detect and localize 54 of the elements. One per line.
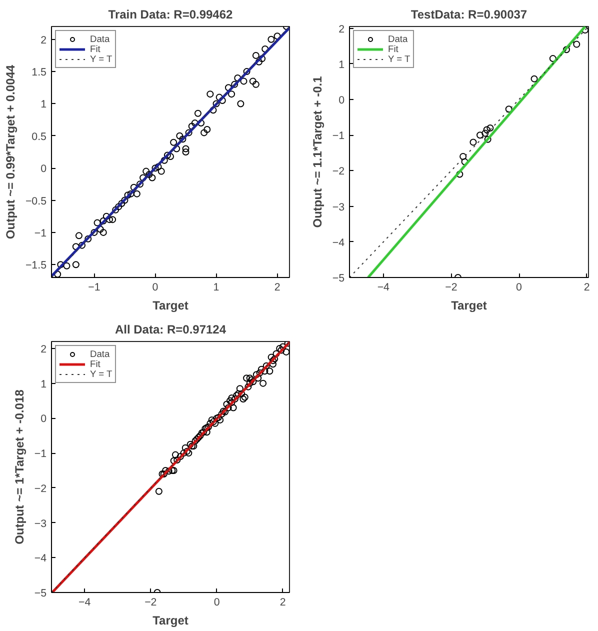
legend-label: Y = T [90, 54, 112, 64]
y-tick-label: 1 [338, 58, 345, 71]
y-tick-label: −5 [332, 272, 345, 284]
legend-label: Fit [388, 44, 400, 54]
x-tick-label: −2 [144, 596, 157, 608]
y-tick-label: −2 [34, 482, 47, 495]
x-axis-title: Target [152, 298, 188, 312]
y-tick-label: 0 [338, 94, 345, 106]
y-axis-title: Output ~= 0.99*Target + 0.0044 [3, 64, 18, 240]
x-tick-label: 2 [274, 282, 280, 294]
x-tick-label: −4 [78, 596, 91, 608]
y-tick-label: −5 [34, 588, 47, 600]
x-tick-label: 0 [516, 282, 522, 294]
legend-label: Y = T [388, 54, 410, 64]
x-tick-label: −4 [377, 282, 390, 294]
y-tick-label: 1 [40, 378, 47, 390]
legend-label: Data [90, 34, 110, 44]
x-axis-title: Target [152, 614, 188, 628]
legend-label: Data [90, 349, 110, 359]
y-tick-label: 0 [40, 163, 47, 176]
y-tick-label: 1.5 [32, 66, 47, 79]
x-tick-label: −1 [88, 282, 100, 294]
x-tick-label: 2 [584, 282, 590, 294]
chart-title: Train Data: R=0.99462 [108, 8, 234, 22]
y-tick-label: −0.5 [25, 195, 47, 208]
x-tick-label: 1 [213, 282, 220, 294]
chart-title: All Data: R=0.97124 [114, 322, 226, 336]
y-tick-label: −1.5 [25, 260, 47, 272]
y-tick-label: −4 [34, 552, 47, 565]
y-tick-label: −3 [332, 201, 345, 214]
y-tick-label: −1 [34, 448, 47, 460]
legend-label: Data [388, 34, 408, 44]
y-tick-label: 0 [40, 413, 47, 426]
y-tick-label: −1 [332, 130, 345, 142]
y-tick-label: 0.5 [32, 130, 47, 143]
x-axis-title: Target [451, 298, 487, 312]
x-tick-label: 0 [152, 282, 158, 294]
x-tick-label: −2 [445, 282, 458, 294]
legend-label: Fit [90, 44, 102, 54]
legend-label: Fit [90, 359, 102, 369]
y-tick-label: −2 [332, 166, 345, 178]
y-axis-title: Output ~= 1.1*Target + -0.1 [310, 76, 324, 228]
y-axis-title: Output ~= 1*Target + -0.018 [12, 389, 26, 544]
chart-title: TestData: R=0.90037 [410, 8, 528, 22]
y-tick-label: −1 [34, 227, 47, 240]
x-tick-label: 2 [280, 596, 286, 608]
y-tick-label: 2 [40, 34, 47, 46]
y-tick-label: 1 [40, 98, 47, 111]
y-tick-label: 2 [40, 343, 47, 356]
y-tick-label: −3 [34, 518, 47, 530]
x-tick-label: 0 [214, 596, 220, 608]
legend-label: Y = T [90, 369, 112, 379]
y-tick-label: −4 [332, 236, 345, 249]
y-tick-label: 2 [338, 23, 345, 36]
